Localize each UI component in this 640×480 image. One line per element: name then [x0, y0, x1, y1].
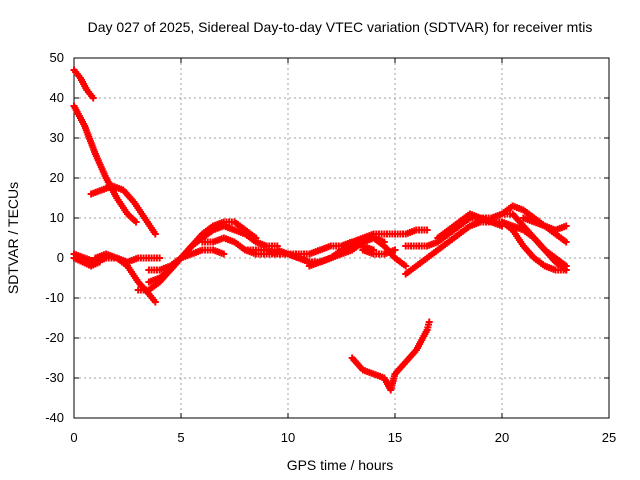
y-tick-label: 20 [50, 170, 64, 185]
y-tick-label: -30 [45, 370, 64, 385]
y-tick-label: 50 [50, 50, 64, 65]
data-point [423, 226, 431, 234]
grid [74, 58, 609, 418]
series-arc-15 [359, 246, 399, 258]
data-point [220, 250, 228, 258]
y-tick-label: 10 [50, 210, 64, 225]
y-tick-label: 30 [50, 130, 64, 145]
y-tick-label: 40 [50, 90, 64, 105]
data-point [402, 262, 410, 270]
x-tick-label: 5 [177, 430, 184, 445]
x-tick-label: 25 [602, 430, 616, 445]
x-axis-label: GPS time / hours [287, 457, 394, 473]
x-tick-label: 0 [70, 430, 77, 445]
plot-frame [73, 57, 610, 419]
data-point [132, 218, 140, 226]
y-tick-label: -40 [45, 410, 64, 425]
x-tick-labels: 0 5 10 15 20 25 [70, 430, 616, 445]
series-arc-14 [338, 226, 431, 250]
series-arc-5 [70, 254, 104, 270]
series-arc-3 [87, 182, 159, 238]
data-point [151, 298, 159, 306]
series-arc-6 [91, 250, 164, 266]
series-arc-22 [519, 214, 570, 234]
y-tick-label: -20 [45, 330, 64, 345]
y-tick-label: -10 [45, 290, 64, 305]
series-arc-9 [145, 246, 228, 274]
series-arc-1 [70, 66, 97, 102]
data-point [425, 318, 433, 326]
x-tick-label: 20 [495, 430, 509, 445]
y-tick-labels: -40 -30 -20 -10 0 10 20 30 40 50 [45, 50, 64, 425]
data-point [156, 254, 164, 262]
series-arc-2 [70, 102, 140, 226]
x-tick-label: 15 [388, 430, 402, 445]
data-point [562, 238, 570, 246]
data-point [151, 230, 159, 238]
data-point [89, 94, 97, 102]
chart-title: Day 027 of 2025, Sidereal Day-to-day VTE… [88, 19, 593, 35]
x-tick-label: 10 [281, 430, 295, 445]
series-arc-20 [466, 214, 570, 274]
y-tick-label: 0 [57, 250, 64, 265]
y-axis-label: SDTVAR / TECUs [5, 182, 21, 294]
data-point [562, 262, 570, 270]
series-arc-21 [498, 210, 570, 270]
axis-ticks [73, 57, 610, 419]
series-arc-16 [348, 318, 433, 394]
data-point [562, 222, 570, 230]
data-series [70, 66, 570, 394]
data-point [391, 246, 399, 254]
